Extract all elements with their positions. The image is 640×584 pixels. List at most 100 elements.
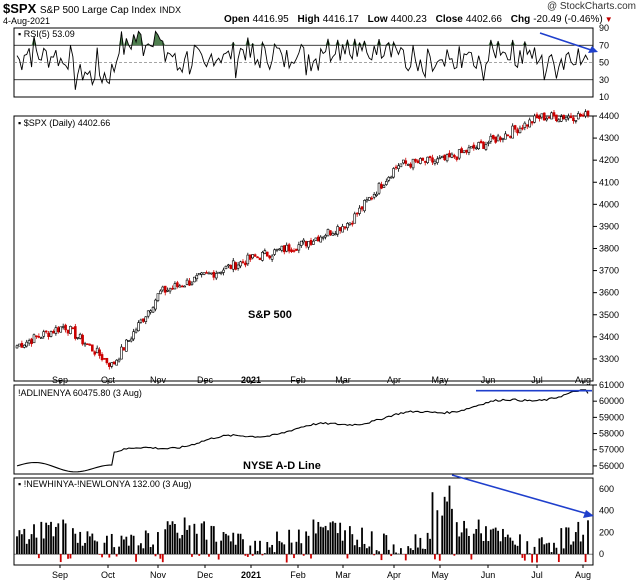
candle-body xyxy=(156,293,160,301)
nh-bar xyxy=(195,533,198,555)
candle-body xyxy=(433,160,437,164)
nh-bar xyxy=(392,544,395,555)
candle-body xyxy=(397,165,400,169)
nh-bar xyxy=(149,547,152,555)
nh-bar xyxy=(42,538,45,555)
nh-bar xyxy=(587,520,589,555)
nh-bar xyxy=(191,554,193,557)
nh-bar xyxy=(506,534,509,555)
candle-body xyxy=(166,290,169,292)
nh-bar xyxy=(278,541,281,555)
nh-bar xyxy=(385,535,388,555)
nh-bar xyxy=(157,532,159,555)
price-tick-label: 4100 xyxy=(599,177,619,187)
nh-bar xyxy=(259,540,261,555)
candle-body xyxy=(47,332,50,337)
candle-body xyxy=(127,340,131,342)
nh-bar xyxy=(509,537,512,555)
nh-bar xyxy=(353,545,356,555)
candle-body xyxy=(71,327,75,330)
exchange: INDX xyxy=(159,5,182,15)
candle-body xyxy=(579,114,583,117)
candle-body xyxy=(574,120,578,122)
nh-bar xyxy=(54,526,57,555)
nh-bar xyxy=(239,533,242,555)
nh-bar xyxy=(217,554,220,560)
candle-body xyxy=(474,147,478,150)
nh-bar xyxy=(499,541,502,555)
nh-bar xyxy=(579,541,582,555)
ad-tick-label: 61000 xyxy=(599,380,624,390)
candle-body xyxy=(183,285,186,288)
nh-bar xyxy=(290,542,293,555)
candle-body xyxy=(93,351,97,355)
candle-body xyxy=(88,344,92,346)
candle-body xyxy=(268,255,271,259)
panel-frame-price xyxy=(13,115,594,382)
candle-body xyxy=(552,112,556,117)
nh-bar xyxy=(526,541,529,555)
close-label: Close xyxy=(435,14,463,25)
candle-body xyxy=(501,138,505,140)
nh-bar xyxy=(307,535,310,555)
candle-body xyxy=(370,197,374,200)
candle-body xyxy=(146,310,150,317)
price-tick-label: 4000 xyxy=(599,199,619,209)
candle-body xyxy=(129,338,133,342)
ad-annotation: NYSE A-D Line xyxy=(243,460,321,472)
candle-body xyxy=(482,141,485,149)
nh-bar xyxy=(565,527,568,555)
candle-body xyxy=(108,362,111,367)
nh-bar xyxy=(400,548,402,555)
candle-body xyxy=(321,236,325,239)
nh-bar xyxy=(125,536,128,555)
nh-bar xyxy=(74,533,77,555)
candle-body xyxy=(455,156,459,160)
candle-body xyxy=(222,269,225,273)
candle-body xyxy=(185,279,189,285)
nh-bar xyxy=(531,554,534,563)
nh-bar xyxy=(25,543,28,555)
nh-bar xyxy=(132,535,135,555)
symbol: $SPX xyxy=(3,1,37,16)
candle-body xyxy=(555,114,558,122)
candle-body xyxy=(363,200,366,212)
nh-bar xyxy=(280,542,283,555)
nh-bar xyxy=(271,544,274,555)
nh-bar xyxy=(458,536,461,555)
candle-body xyxy=(287,244,291,252)
nh-bar xyxy=(293,554,295,559)
candle-body xyxy=(380,184,383,189)
price-candles xyxy=(15,109,590,370)
candle-body xyxy=(562,114,566,120)
nh-bar xyxy=(446,501,448,555)
candle-body xyxy=(457,149,461,159)
candle-body xyxy=(295,248,298,251)
nh-bar xyxy=(47,525,50,555)
candle-body xyxy=(516,129,519,134)
ad-tick-label: 60000 xyxy=(599,396,624,406)
nh-bar xyxy=(295,541,298,555)
ad-tick-label: 56000 xyxy=(599,461,624,471)
candle-body xyxy=(484,144,488,150)
nh-bar xyxy=(154,554,157,557)
candle-body xyxy=(576,113,580,120)
candle-body xyxy=(137,322,140,332)
nh-bar xyxy=(18,530,21,555)
nh-bar xyxy=(341,540,344,555)
candle-body xyxy=(30,338,33,345)
x-axis-label-bottom: Jun xyxy=(481,570,496,580)
nh-bar xyxy=(227,535,230,555)
nh-bar xyxy=(378,551,380,555)
nh-bar xyxy=(71,528,74,555)
nh-bar xyxy=(523,554,526,561)
nh-bar xyxy=(52,536,55,555)
nh-bar xyxy=(477,519,480,555)
nh-bar xyxy=(351,534,354,555)
chg-value: -20.49 (-0.46%) xyxy=(533,14,603,25)
nh-bar xyxy=(485,526,487,555)
nh-bar xyxy=(419,537,422,555)
candle-body xyxy=(159,290,162,295)
candle-body xyxy=(258,257,262,260)
nh-bar xyxy=(86,531,89,555)
